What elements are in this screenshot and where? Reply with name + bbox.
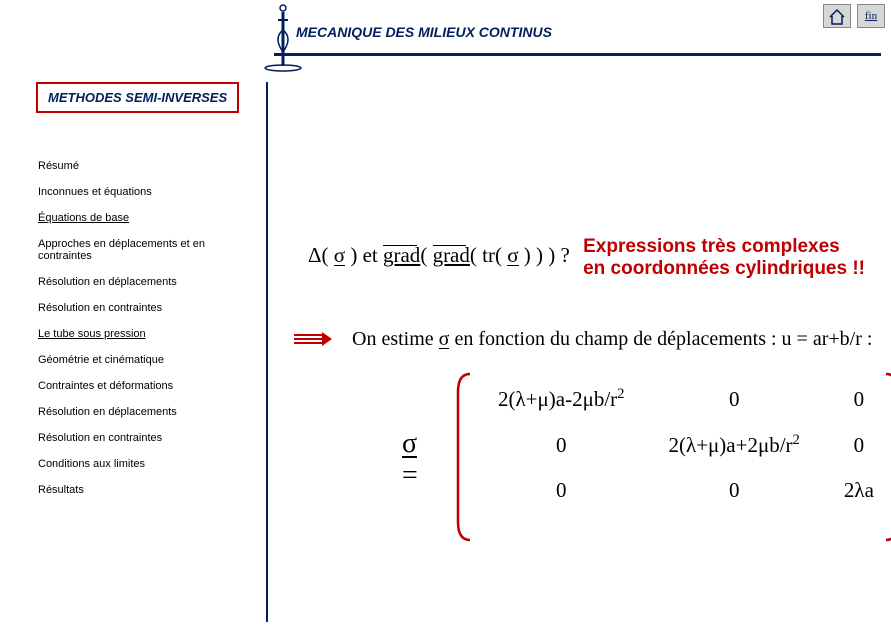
f1-p2: ( tr( <box>470 243 507 267</box>
f1-mid1: ) et <box>345 243 383 267</box>
f1-prefix: Δ( <box>308 243 334 267</box>
f1-grad2: grad <box>433 243 470 267</box>
est-post: en fonction du champ de déplacements : u… <box>449 328 872 350</box>
home-button[interactable] <box>823 4 851 28</box>
matrix-row: 002λa <box>476 468 891 513</box>
sidebar-item[interactable]: Résumé <box>38 160 258 172</box>
bracket-left-icon <box>456 372 472 542</box>
f1-sigma: σ <box>334 246 345 266</box>
matrix-cell: 0 <box>476 468 647 513</box>
formula-note-red: Expressions très complexes en coordonnée… <box>583 236 865 280</box>
header-bar: MECANIQUE DES MILIEUX CONTINUS <box>230 6 883 56</box>
sidebar-item[interactable]: Équations de base <box>38 212 258 224</box>
note-line2: en coordonnées cylindriques !! <box>583 258 865 279</box>
vertical-divider <box>266 82 268 622</box>
f1-sigma2: σ <box>507 246 518 266</box>
arrow-marker-icon <box>292 332 332 346</box>
matrix-cell: 0 <box>822 376 891 422</box>
sidebar-item[interactable]: Contraintes et déformations <box>38 380 258 392</box>
est-pre: On estime <box>352 328 439 350</box>
grad-vector-2: grad <box>433 243 470 268</box>
matrix-lhs: σ = <box>402 428 418 492</box>
f1-p1: ( <box>420 243 432 267</box>
f1-grad1: grad <box>383 243 420 267</box>
home-icon <box>827 7 847 27</box>
header-divider <box>274 53 881 56</box>
sidebar-item[interactable]: Géométrie et cinématique <box>38 354 258 366</box>
sidebar-item[interactable]: Résolution en contraintes <box>38 432 258 444</box>
sidebar-item[interactable]: Inconnues et équations <box>38 186 258 198</box>
sidebar-item[interactable]: Conditions aux limites <box>38 458 258 470</box>
sidebar-item[interactable]: Résolution en contraintes <box>38 302 258 314</box>
grad-vector-1: grad <box>383 243 420 268</box>
header-title: MECANIQUE DES MILIEUX CONTINUS <box>296 24 552 40</box>
matrix-cell: 0 <box>476 422 647 468</box>
matrix-table: 2(λ+μ)a-2μb/r20002(λ+μ)a+2μb/r20002λa <box>476 376 891 513</box>
bracket-right-icon <box>884 372 891 542</box>
top-button-group: fin <box>821 4 885 28</box>
estimate-line: On estime σ en fonction du champ de dépl… <box>352 328 872 351</box>
lhs-eq: = <box>402 460 418 491</box>
formula-text: Δ( σ ) et grad( grad( tr( σ ) ) ) ? <box>308 243 575 267</box>
matrix-cell: 0 <box>822 422 891 468</box>
matrix-cell: 2(λ+μ)a-2μb/r2 <box>476 376 647 422</box>
fin-button[interactable]: fin <box>857 4 885 28</box>
matrix-cell: 0 <box>647 376 822 422</box>
note-line1: Expressions très complexes <box>583 236 840 257</box>
section-title-box: METHODES SEMI-INVERSES <box>36 82 239 113</box>
sidebar-item[interactable]: Résolution en déplacements <box>38 276 258 288</box>
matrix-cell: 2(λ+μ)a+2μb/r2 <box>647 422 822 468</box>
sidebar-item[interactable]: Résultats <box>38 484 258 496</box>
sidebar-nav: Résumé Inconnues et équations Équations de… <box>38 160 258 510</box>
matrix-cell: 2λa <box>822 468 891 513</box>
sidebar-item[interactable]: Le tube sous pression <box>38 328 258 340</box>
sidebar-item[interactable]: Approches en déplacements et en contrain… <box>38 238 258 262</box>
est-sigma: σ <box>439 330 450 349</box>
matrix-cell: 0 <box>647 468 822 513</box>
formula-line-1: Δ( σ ) et grad( grad( tr( σ ) ) ) ? Expr… <box>308 236 883 280</box>
matrix-row: 02(λ+μ)a+2μb/r20 <box>476 422 891 468</box>
matrix-row: 2(λ+μ)a-2μb/r200 <box>476 376 891 422</box>
f1-p3: ) ) ) ? <box>519 243 570 267</box>
lhs-sigma: σ <box>402 431 417 458</box>
sidebar-item[interactable]: Résolution en déplacements <box>38 406 258 418</box>
